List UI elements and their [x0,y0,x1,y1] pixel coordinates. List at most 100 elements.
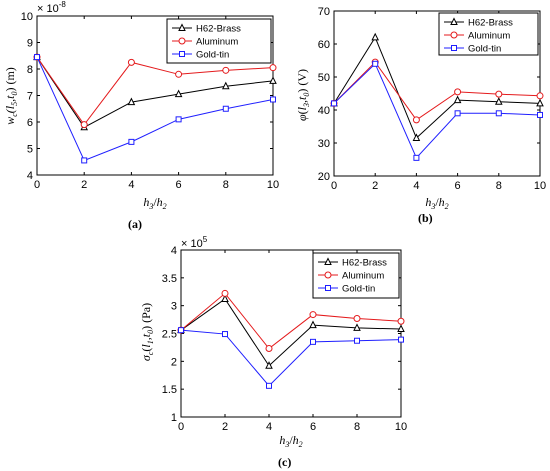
x-tick-label: 6 [310,421,316,433]
x-tick-label: 8 [223,179,229,191]
legend-label: Gold-tin [342,284,375,295]
chart-panel-a: 0 2 4 6 8 10 4 5 6 7 8 9 10 × 10-8 wc(l5,t0) (m) h3/… [3,0,279,231]
x-tick-label: 6 [176,179,182,191]
y-tick-label: 60 [318,39,330,51]
legend-marker [324,257,332,265]
x-tick-label: 8 [496,180,502,192]
y-tick-label: 9 [27,38,33,50]
series-line-gold-tin [333,62,541,159]
data-point-gold-tin [222,105,229,112]
y-tick-label: 7 [27,91,33,103]
x-tick-label: 2 [222,421,228,433]
x-tick-label: 0 [178,421,184,433]
y-tick-label: 20 [318,171,330,183]
data-point-h62-brass [453,95,462,104]
data-point-aluminum [397,317,405,325]
axis-ticks: 0 2 4 6 8 10 20 30 40 50 60 70 [318,6,546,192]
data-point-h62-brass [371,32,380,41]
y-tick-label: 4 [171,245,177,257]
series-line-h62-brass [333,36,541,139]
data-point-h62-brass [494,97,503,105]
data-marks [177,289,405,389]
series-line-aluminum [180,292,402,350]
data-point-gold-tin [34,54,40,61]
legend-marker [179,51,185,57]
y-tick-label: 50 [318,72,330,84]
legend-label: Aluminum [196,37,238,48]
y-tick-label: 1 [171,412,177,424]
data-point-gold-tin [128,138,135,145]
axis-ticks: 0 2 4 6 8 10 1 1.5 2 2.5 3 3.5 4 [162,245,407,433]
data-point-h62-brass [412,133,421,142]
data-point-gold-tin [413,154,420,161]
y-multiplier: × 105 [181,235,208,250]
data-point-gold-tin [331,100,337,107]
data-marks [330,32,544,161]
y-tick-label: 3.5 [162,273,177,285]
legend-label: Gold-tin [196,50,229,61]
legend-label: H62-Brass [342,258,387,269]
multiplier-exponent: -8 [59,0,67,9]
y-tick-label: 2.5 [162,329,177,341]
data-point-gold-tin [178,327,184,334]
legend-marker [450,31,458,39]
x-tick-label: 4 [128,179,134,191]
x-axis-label: h3/h2 [279,433,302,449]
legend-label: Gold-tin [468,44,501,55]
x-tick-label: 4 [266,421,272,433]
data-point-aluminum [221,289,229,297]
y-axis-label: σc(l1,t0) (Pa) [139,303,155,361]
y-axis-label: wc(l5,t0) (m) [3,67,19,125]
series-line-gold-tin [36,56,274,162]
data-point-aluminum [80,121,88,129]
x-tick-label: 2 [372,180,378,192]
data-point-aluminum [222,66,230,74]
series-line-gold-tin [180,329,402,387]
data-point-aluminum [353,314,361,322]
data-point-aluminum [536,92,544,100]
x-tick-label: 10 [395,421,407,433]
data-point-aluminum [454,88,462,96]
data-marks [33,52,277,164]
legend-label: H62-Brass [468,18,513,29]
data-point-aluminum [269,64,277,72]
data-point-gold-tin [175,116,182,123]
x-tick-label: 6 [455,180,461,192]
data-point-gold-tin [266,382,272,389]
multiplier-base: × 10 [181,238,203,250]
data-point-gold-tin [222,331,228,338]
y-tick-label: 2 [171,356,177,368]
data-point-h62-brass [127,97,136,106]
data-point-gold-tin [398,336,404,343]
panel-caption: (b) [418,211,433,225]
data-point-h62-brass [174,89,183,98]
data-point-h62-brass [221,81,230,90]
y-tick-label: 4 [27,170,33,182]
series-line-h62-brass [36,56,274,128]
data-point-h62-brass [536,98,544,107]
axis-ticks: 0 2 4 6 8 10 4 5 6 7 8 9 10 [21,11,279,191]
data-point-h62-brass [397,324,405,333]
y-tick-label: 3 [171,301,177,313]
y-tick-label: 5 [27,144,33,156]
data-point-h62-brass [221,294,229,302]
data-point-gold-tin [354,337,360,344]
data-point-aluminum [309,311,317,319]
data-point-aluminum [127,58,135,66]
data-point-gold-tin [270,96,276,103]
legend-marker [178,23,186,31]
data-point-aluminum [175,70,183,78]
data-point-aluminum [412,116,420,124]
y-tick-label: 40 [318,105,330,117]
multiplier-base: × 10 [37,3,59,15]
data-point-h62-brass [269,76,277,84]
legend: H62-Brass Aluminum Gold-tin [312,252,400,299]
y-tick-label: 1.5 [162,384,177,396]
data-point-gold-tin [81,157,88,164]
x-tick-label: 4 [413,180,419,192]
series-line-aluminum [333,61,541,121]
x-tick-label: 8 [354,421,360,433]
data-point-gold-tin [495,110,502,117]
y-tick-label: 6 [27,117,33,129]
